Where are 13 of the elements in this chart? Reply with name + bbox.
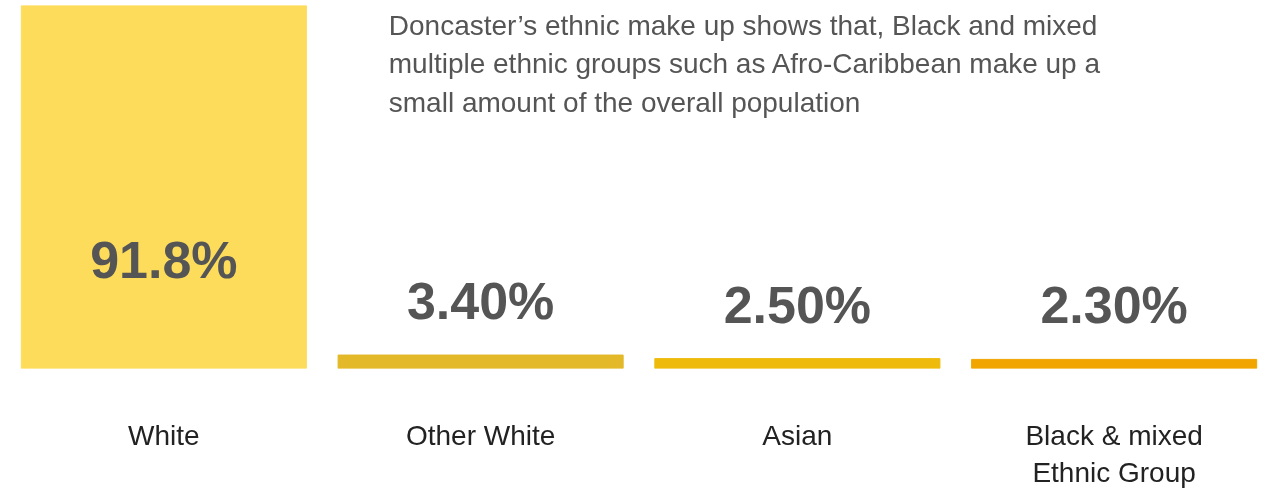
text: Doncaster’s ethnic make up shows that, Black and mixed multiple ethnic groups such as Afro-Caribbean make up a small amount of the overall population [388, 9, 1101, 118]
x-tick-label: Black & mixed Ethnic Group [1025, 419, 1203, 488]
x-tick-label: Asian [762, 419, 833, 451]
bar [20, 5, 307, 369]
bar [654, 358, 941, 369]
bar [971, 358, 1258, 369]
x-tick-label: Other White [405, 419, 556, 451]
data-label: 2.30% [1040, 276, 1188, 335]
data-label: 2.50% [723, 275, 872, 334]
x-tick-label: White [128, 419, 200, 451]
data-label: 91.8% [90, 230, 238, 289]
data-label: 3.40% [406, 272, 555, 331]
bar [337, 354, 624, 369]
